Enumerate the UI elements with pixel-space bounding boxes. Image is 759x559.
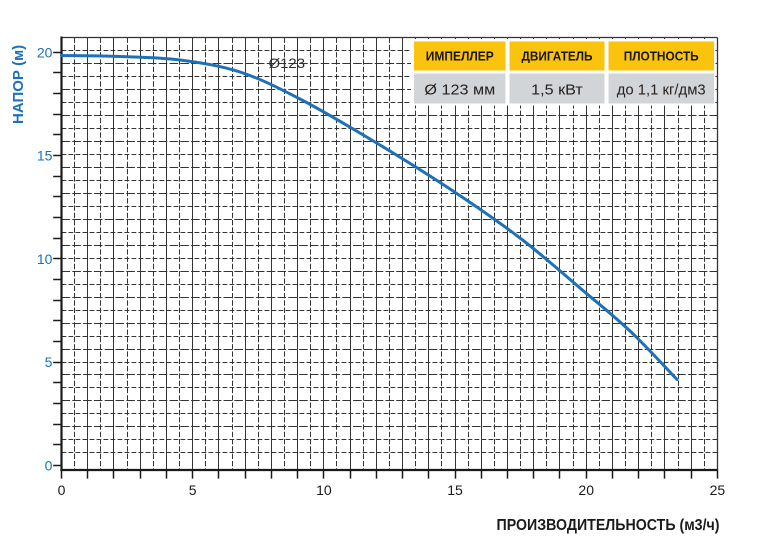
svg-text:ПЛОТНОСТЬ: ПЛОТНОСТЬ <box>624 49 699 64</box>
svg-text:Ø123: Ø123 <box>269 55 306 71</box>
svg-text:ПРОИЗВОДИТЕЛЬНОСТЬ (м3/ч): ПРОИЗВОДИТЕЛЬНОСТЬ (м3/ч) <box>497 517 720 534</box>
svg-text:20: 20 <box>37 44 53 60</box>
svg-text:10: 10 <box>316 482 332 498</box>
svg-text:15: 15 <box>37 148 53 164</box>
svg-text:5: 5 <box>189 482 197 498</box>
svg-text:15: 15 <box>447 482 463 498</box>
svg-text:ДВИГАТЕЛЬ: ДВИГАТЕЛЬ <box>522 49 593 64</box>
svg-text:ИМПЕЛЛЕР: ИМПЕЛЛЕР <box>426 49 494 64</box>
svg-text:5: 5 <box>45 354 53 370</box>
svg-text:0: 0 <box>58 482 66 498</box>
svg-text:НАПОР (м): НАПОР (м) <box>10 45 27 124</box>
svg-text:до 1,1 кг/дм3: до 1,1 кг/дм3 <box>617 81 706 98</box>
svg-text:25: 25 <box>710 482 726 498</box>
svg-text:Ø 123 мм: Ø 123 мм <box>424 81 495 98</box>
svg-text:0: 0 <box>45 457 53 473</box>
svg-text:10: 10 <box>37 251 53 267</box>
svg-text:1,5 кВт: 1,5 кВт <box>531 81 583 98</box>
svg-text:20: 20 <box>578 482 594 498</box>
